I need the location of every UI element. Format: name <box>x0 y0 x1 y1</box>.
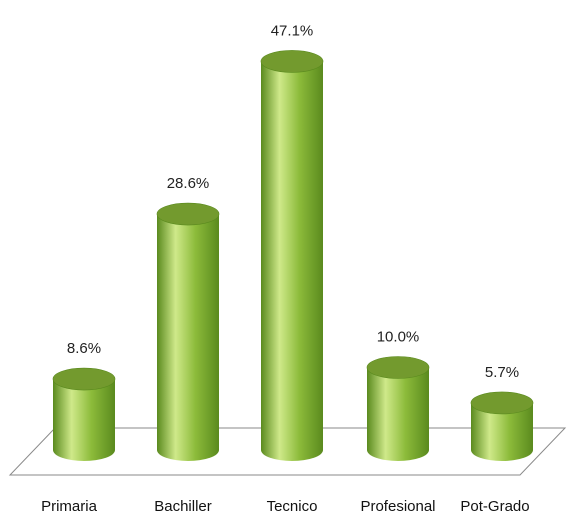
data-label-profesional: 10.0% <box>377 329 420 346</box>
tick-label-pot-grado: Pot-Grado <box>460 498 529 515</box>
bar-body <box>157 214 219 461</box>
tick-label-primaria: Primaria <box>41 498 97 515</box>
bar-body <box>471 402 533 461</box>
bar-top <box>470 391 534 415</box>
bar-bachiller <box>156 202 220 461</box>
tick-label-profesional: Profesional <box>360 498 435 515</box>
bar-top <box>52 367 116 391</box>
tick-label-tecnico: Tecnico <box>267 498 318 515</box>
bar-top <box>156 202 220 226</box>
bar-top <box>260 50 324 73</box>
bar-body <box>367 367 429 461</box>
category-axis: Primaria Bachiller Tecnico Profesional Pot-G… <box>41 498 530 515</box>
bar-primaria <box>52 367 116 461</box>
bar-tecnico <box>260 50 324 462</box>
bar-top <box>366 356 430 379</box>
data-label-pot-grado: 5.7% <box>485 364 519 381</box>
bar-pot-grado <box>470 391 534 461</box>
data-label-primaria: 8.6% <box>67 340 101 357</box>
bar-profesional <box>366 356 430 461</box>
bar-body <box>53 379 115 461</box>
data-label-tecnico: 47.1% <box>271 22 314 39</box>
value-labels: 8.6% 28.6% 47.1% 10.0% 5.7% <box>67 22 519 381</box>
tick-label-bachiller: Bachiller <box>154 498 212 515</box>
data-label-bachiller: 28.6% <box>167 175 210 192</box>
bar-body <box>261 61 323 462</box>
bars-layer <box>52 50 534 462</box>
